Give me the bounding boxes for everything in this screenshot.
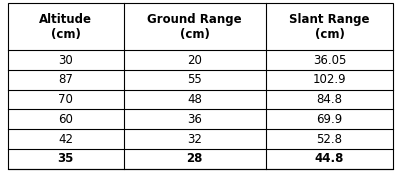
Text: 20: 20 (187, 54, 202, 67)
Text: 48: 48 (187, 93, 202, 106)
Text: 69.9: 69.9 (316, 113, 342, 126)
Text: 35: 35 (58, 152, 74, 165)
Text: 30: 30 (59, 54, 73, 67)
Text: 42: 42 (58, 132, 73, 146)
Text: 36: 36 (187, 113, 202, 126)
Text: 44.8: 44.8 (315, 152, 344, 165)
Text: Altitude
(cm): Altitude (cm) (39, 13, 92, 41)
Text: Ground Range
(cm): Ground Range (cm) (148, 13, 242, 41)
Text: 70: 70 (58, 93, 73, 106)
Text: Slant Range
(cm): Slant Range (cm) (289, 13, 370, 41)
Text: 87: 87 (58, 73, 73, 86)
Text: 55: 55 (187, 73, 202, 86)
Text: 32: 32 (187, 132, 202, 146)
Text: 60: 60 (58, 113, 73, 126)
Text: 28: 28 (186, 152, 203, 165)
Text: 102.9: 102.9 (313, 73, 346, 86)
Text: 36.05: 36.05 (313, 54, 346, 67)
Text: 52.8: 52.8 (316, 132, 342, 146)
Text: 84.8: 84.8 (316, 93, 342, 106)
